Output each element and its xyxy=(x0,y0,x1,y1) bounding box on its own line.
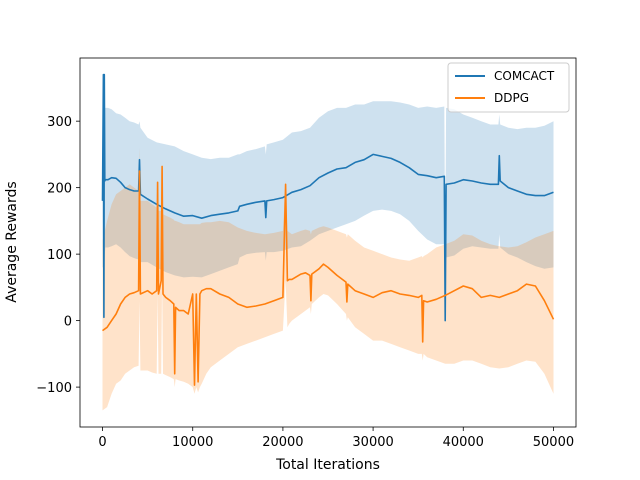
confidence-bands xyxy=(102,101,554,411)
band-ddpg xyxy=(102,147,554,411)
y-tick-label: −100 xyxy=(36,381,72,396)
legend-label-ddpg: DDPG xyxy=(494,91,529,105)
plot-area xyxy=(101,73,555,411)
x-tick-label: 10000 xyxy=(172,435,213,450)
y-tick-label: 0 xyxy=(64,315,72,330)
x-tick-label: 30000 xyxy=(352,435,393,450)
legend-label-comcact: COMCACT xyxy=(494,69,555,83)
line-comcact xyxy=(101,73,554,322)
x-axis-label: Total Iterations xyxy=(275,457,380,473)
band-comcact xyxy=(102,101,554,321)
line-ddpg xyxy=(102,165,555,386)
legend: COMCACT DDPG xyxy=(447,62,570,113)
x-tick-label: 20000 xyxy=(262,435,303,450)
series-lines xyxy=(101,73,555,386)
y-tick-label: 300 xyxy=(47,115,72,130)
axes-frame xyxy=(79,57,577,428)
y-axis-label: Average Rewards xyxy=(4,181,20,302)
x-axis-ticks: 0 10000 20000 30000 40000 50000 xyxy=(98,427,574,450)
y-tick-label: 200 xyxy=(47,182,72,197)
y-axis-ticks: −100 0 100 200 300 xyxy=(36,115,80,396)
x-tick-label: 40000 xyxy=(443,435,484,450)
x-tick-label: 50000 xyxy=(533,435,574,450)
y-tick-label: 100 xyxy=(47,248,72,263)
x-tick-label: 0 xyxy=(98,435,106,450)
